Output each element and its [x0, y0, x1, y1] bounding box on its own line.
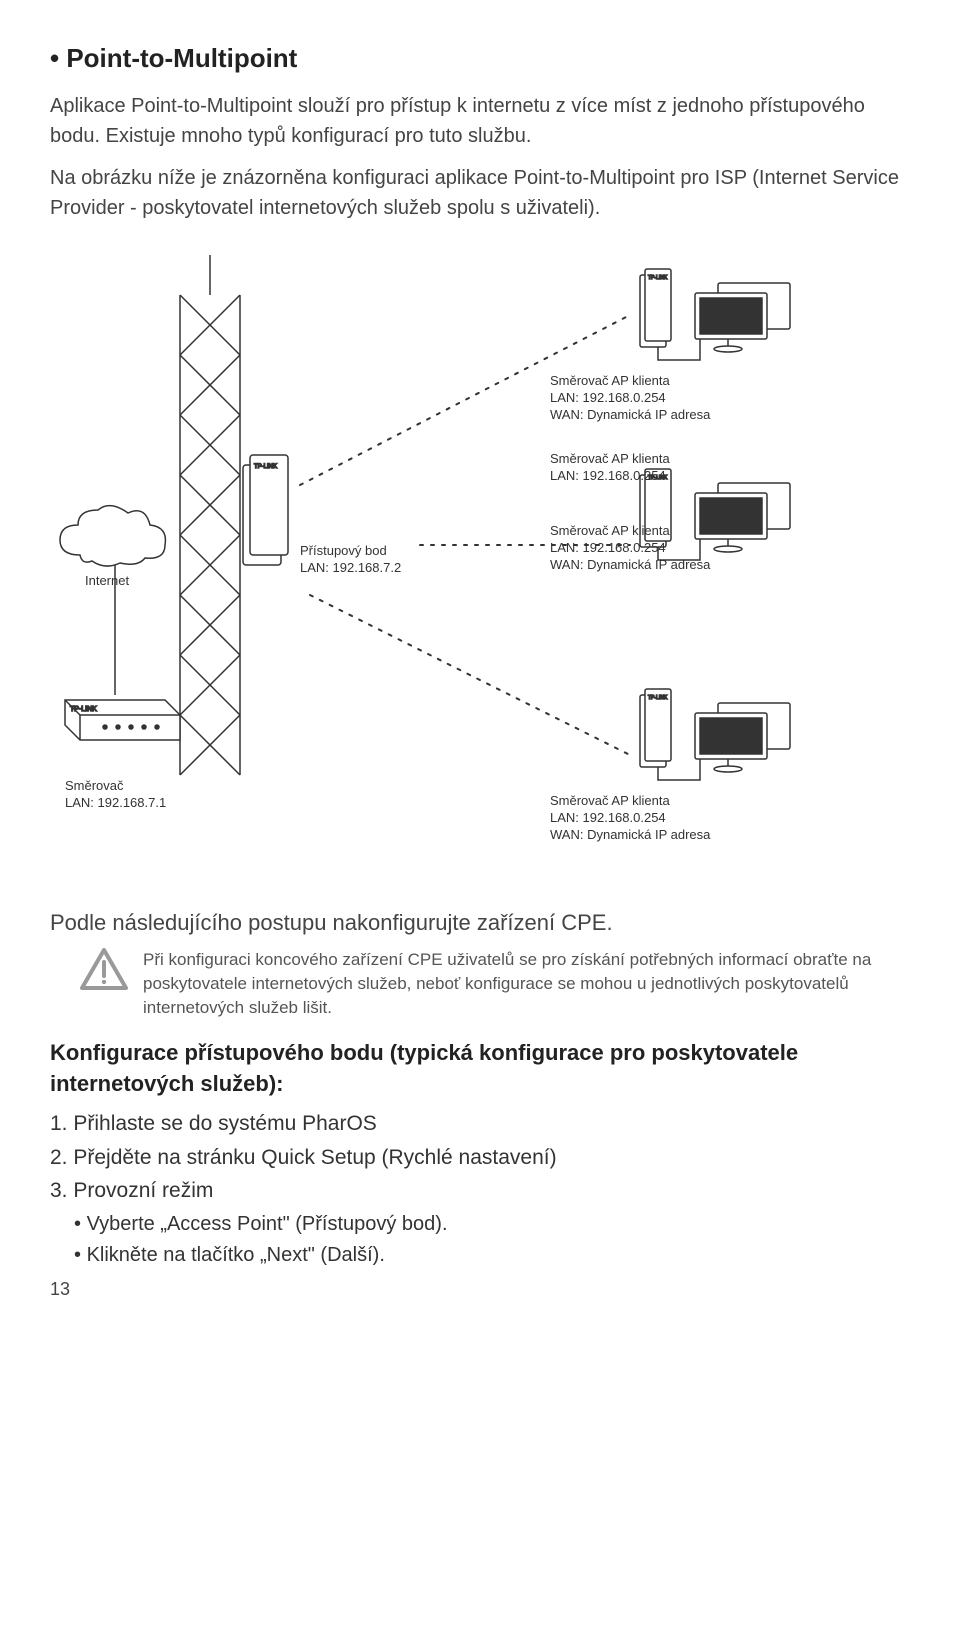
network-diagram: TP-LINK Internet TP-LINK Směrovač LAN: 1…: [50, 255, 910, 875]
warning-icon: [80, 948, 128, 990]
step-3: 3. Provozní režim: [50, 1176, 910, 1205]
ap-label-1: Přístupový bod: [300, 543, 387, 558]
client3-line2: LAN: 192.168.0.254: [550, 810, 666, 825]
step-1: 1. Přihlaste se do systému PharOS: [50, 1109, 910, 1138]
intro-paragraph-1: Aplikace Point-to-Multipoint slouží pro …: [50, 91, 910, 151]
notice-text: Při konfiguraci koncového zařízení CPE u…: [143, 948, 910, 1019]
svg-text:TP-LINK: TP-LINK: [254, 464, 277, 470]
svg-text:TP-LINK: TP-LINK: [648, 695, 668, 701]
router-label-2: LAN: 192.168.7.1: [65, 795, 166, 810]
router-label-1: Směrovač: [65, 778, 124, 793]
client2b-line2: LAN: 192.168.0.254: [550, 540, 666, 555]
substep-1: Vyberte „Access Point" (Přístupový bod).: [74, 1210, 910, 1238]
substep-2: Klikněte na tlačítko „Next" (Další).: [74, 1241, 910, 1269]
client3-line1: Směrovač AP klienta: [550, 793, 670, 808]
client3-line3: WAN: Dynamická IP adresa: [550, 827, 711, 842]
client1-line2: LAN: 192.168.0.254: [550, 390, 666, 405]
svg-text:TP-LINK: TP-LINK: [648, 275, 668, 281]
ap-label-2: LAN: 192.168.7.2: [300, 560, 401, 575]
client1-line3: WAN: Dynamická IP adresa: [550, 407, 711, 422]
client2b-line1: Směrovač AP klienta: [550, 523, 670, 538]
notice-block: Při konfiguraci koncového zařízení CPE u…: [80, 948, 910, 1019]
substeps-list: Vyberte „Access Point" (Přístupový bod).…: [50, 1210, 910, 1269]
client2-line2: LAN: 192.168.0.254: [550, 468, 666, 483]
client2b-line3: WAN: Dynamická IP adresa: [550, 557, 711, 572]
after-diagram-text: Podle následujícího postupu nakonfiguruj…: [50, 908, 910, 939]
client2-line1: Směrovač AP klienta: [550, 451, 670, 466]
section-title: Point-to-Multipoint: [50, 40, 910, 76]
intro-paragraph-2: Na obrázku níže je znázorněna konfigurac…: [50, 163, 910, 223]
page-number: 13: [50, 1277, 910, 1302]
internet-label: Internet: [85, 573, 129, 588]
client1-line1: Směrovač AP klienta: [550, 373, 670, 388]
svg-text:TP-LINK: TP-LINK: [70, 706, 97, 713]
config-heading: Konfigurace přístupového bodu (typická k…: [50, 1038, 910, 1100]
steps-list: 1. Přihlaste se do systému PharOS 2. Pře…: [50, 1109, 910, 1205]
step-2: 2. Přejděte na stránku Quick Setup (Rych…: [50, 1143, 910, 1172]
